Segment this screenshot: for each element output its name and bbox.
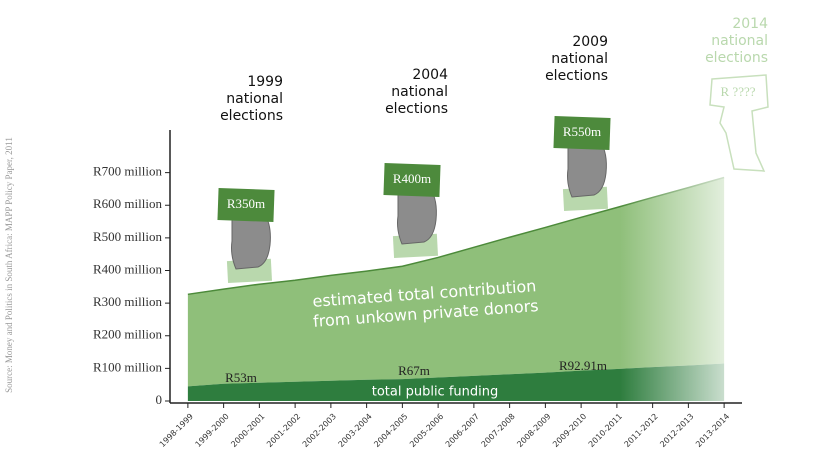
x-tick-label: 2002-2003 [301,412,338,449]
x-tick-label: 1999-2000 [194,412,231,449]
fist: R400m [383,163,441,259]
y-tick-label: R300 million [93,294,162,309]
x-tick-label: 2008-2009 [515,412,552,449]
election-label: 2014 [732,16,768,32]
x-tick-label: 2003-2004 [337,412,374,449]
value-label: R53m [225,370,257,385]
x-tick-label: 2006-2007 [444,412,481,449]
banknote [383,163,441,197]
election-label: national [226,91,283,107]
y-tick-label: R700 million [93,164,162,179]
election-label: 1999 [247,74,283,90]
fist-shape [397,187,437,245]
amount-label: R ???? [720,84,755,99]
x-tick-label: 2012-2013 [658,412,695,449]
fist: R350m [217,188,275,284]
fist: R ???? [709,74,769,172]
amount-label: R350m [227,196,265,211]
y-tick-label: 0 [156,392,163,407]
election-label: elections [220,108,283,124]
y-tick-label: R500 million [93,229,162,244]
y-tick-label: R400 million [93,261,162,276]
fist-shape [231,212,271,270]
election-label: elections [705,50,768,66]
x-tick-label: 2007-2008 [480,412,517,449]
x-tick-label: 2011-2012 [623,412,660,449]
y-tick-label: R100 million [93,359,162,374]
election-label: national [551,51,608,67]
source: Source: Money and Politics in South Afri… [4,137,14,393]
value-label: R67m [398,363,430,378]
fist: R550m [553,116,611,212]
election-label: national [391,84,448,100]
series-label: total public funding [372,385,499,400]
x-tick-label: 1998-1999 [158,412,195,449]
x-tick-label: 2013-2014 [694,412,731,449]
x-tick-label: 2010-2011 [587,412,624,449]
fist-shape [567,140,607,198]
election-label: elections [545,68,608,84]
banknote [217,188,275,222]
fist-outline [709,74,769,172]
x-tick-label: 2005-2006 [408,412,445,449]
amount-label: R400m [393,171,431,186]
y-tick-label: R200 million [93,327,162,342]
x-tick-label: 2001-2002 [265,412,302,449]
x-tick-label: 2009-2010 [551,412,588,449]
election-label: 2009 [572,34,608,50]
election-label: 2004 [412,67,448,83]
y-tick-label: R600 million [93,196,162,211]
election-label: elections [385,101,448,117]
value-label: R92.91m [559,358,607,373]
banknote [553,116,611,150]
election-label: national [711,33,768,49]
amount-label: R550m [563,124,601,139]
x-tick-label: 2000-2001 [229,412,266,449]
x-tick-label: 2004-2005 [372,412,409,449]
